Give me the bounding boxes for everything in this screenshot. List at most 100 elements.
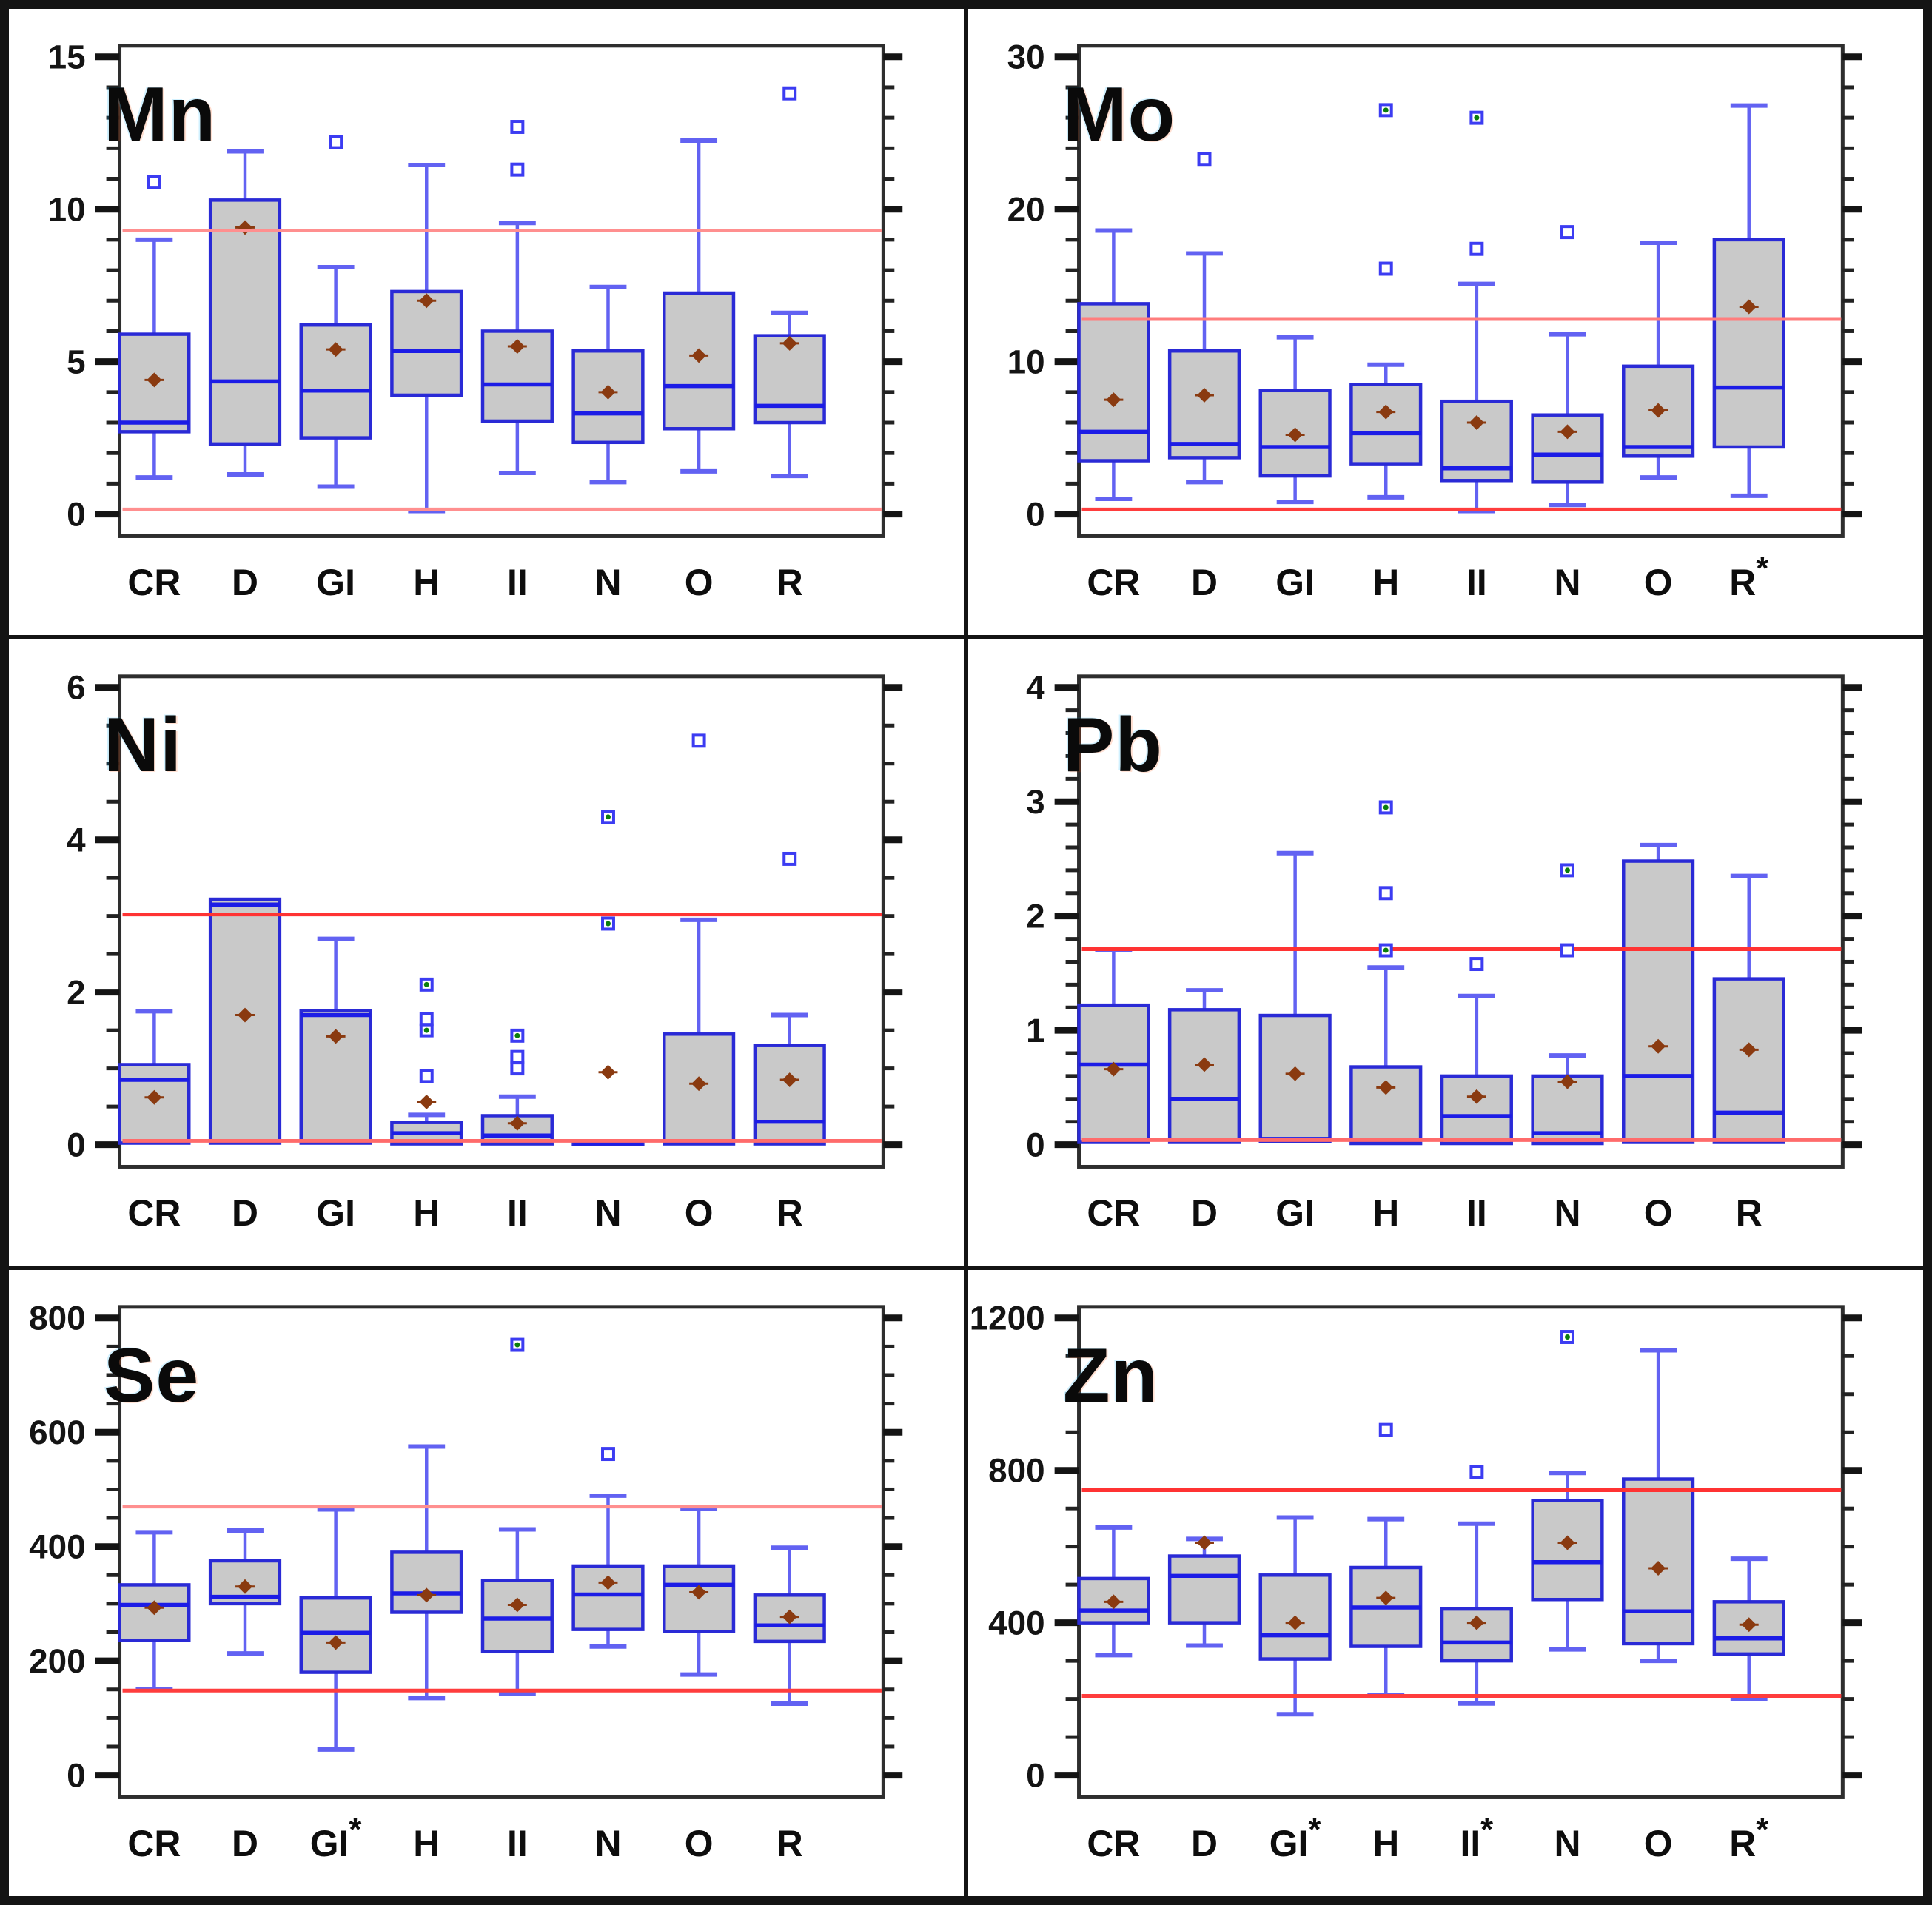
iqr-box <box>1349 383 1423 466</box>
category-label: II <box>1466 1192 1487 1234</box>
category-label: CR <box>1087 1823 1140 1864</box>
category-label: GI* <box>310 1811 363 1864</box>
outliers <box>1197 103 1574 276</box>
x-axis-labels: CR D GI H II N O R* <box>1087 550 1769 603</box>
x-axis-labels: CR D GI* H II N O R <box>127 1811 802 1864</box>
panel-title-se: Se <box>104 1333 200 1419</box>
category-label: II <box>507 562 528 603</box>
iqr-box <box>390 289 463 397</box>
outlier-point <box>1378 1422 1393 1437</box>
plot-frame <box>1077 674 1845 1169</box>
outlier-point <box>510 1061 525 1076</box>
category-label: D <box>232 1192 258 1234</box>
y-tick-label: 2 <box>1026 898 1045 935</box>
outlier-point-center <box>423 981 429 987</box>
outlier-point <box>510 1049 525 1064</box>
category-label: D <box>1191 1192 1218 1234</box>
zn-boxplot-chart: 0 400 800 1200 CR D GI* H II* N O R* <box>970 1300 1862 1864</box>
outliers <box>419 733 797 1083</box>
category-label: CR <box>127 1823 181 1864</box>
plot-frame <box>118 674 885 1169</box>
y-tick-label: 1200 <box>970 1300 1045 1337</box>
category-label: N <box>1554 1192 1580 1234</box>
outliers <box>1378 1330 1574 1479</box>
box-H <box>1349 965 1423 1146</box>
outlier-point-center <box>1565 867 1570 873</box>
boxes <box>1077 842 1785 1146</box>
box-R <box>753 310 826 479</box>
y-tick-label: 2 <box>67 974 86 1012</box>
plot-frame <box>118 1305 885 1799</box>
panel-pb: Pb 0 1 2 3 4 CR D GI H II N O R <box>966 637 1925 1268</box>
box-O <box>663 1506 736 1677</box>
outlier-point <box>419 1069 434 1083</box>
box-CR <box>1077 1525 1150 1658</box>
boxes <box>1077 103 1785 514</box>
boxes <box>118 1444 826 1752</box>
box-N <box>1531 1053 1604 1146</box>
category-label: II <box>507 1823 528 1864</box>
outlier-point <box>510 162 525 177</box>
category-label: GI <box>1275 562 1315 603</box>
category-label: O <box>685 1192 714 1234</box>
category-label: N <box>1554 562 1580 603</box>
outlier-point <box>510 120 525 134</box>
category-label: R <box>1736 1192 1762 1234</box>
category-label: H <box>413 1192 440 1234</box>
outlier-point-center <box>1383 804 1389 810</box>
box-D <box>208 149 282 477</box>
y-tick-label: 20 <box>1007 191 1045 229</box>
category-label: H <box>1372 1192 1399 1234</box>
outlier-point <box>1560 225 1574 240</box>
outlier-point-center <box>1383 107 1389 113</box>
y-tick-label: 800 <box>988 1452 1044 1490</box>
category-label: R <box>777 1823 803 1864</box>
iqr-box <box>1440 1074 1513 1146</box>
box-D <box>208 897 282 1145</box>
category-label: D <box>232 562 258 603</box>
boxes <box>118 138 826 514</box>
category-label: H <box>413 562 440 603</box>
y-axis: 0 2 4 6 <box>67 669 903 1164</box>
iqr-box <box>299 1596 372 1674</box>
iqr-box <box>1712 977 1785 1144</box>
y-tick-label: 0 <box>67 496 86 534</box>
y-tick-label: 400 <box>29 1528 85 1566</box>
outliers <box>510 1337 615 1462</box>
iqr-box <box>1349 1065 1423 1146</box>
box-II <box>480 221 554 475</box>
box-II <box>1440 993 1513 1146</box>
box-GI <box>1258 850 1332 1143</box>
category-label: O <box>1644 1192 1673 1234</box>
outlier-point-center <box>606 921 611 927</box>
y-axis: 0 400 800 1200 <box>970 1300 1862 1795</box>
box-GI <box>299 264 372 489</box>
category-label: R <box>777 562 803 603</box>
category-label: D <box>232 1823 258 1864</box>
pb-boxplot-chart: 0 1 2 3 4 CR D GI H II N O R <box>1026 669 1862 1234</box>
category-label: CR <box>1087 562 1140 603</box>
panel-mn: Mn 0 5 10 15 CR D GI H II N O R <box>7 7 966 637</box>
box-R <box>1712 1556 1785 1701</box>
box-CR <box>1077 228 1150 501</box>
box-R <box>1712 103 1785 498</box>
box-CR <box>118 1009 191 1145</box>
box-H <box>1349 1516 1423 1698</box>
panel-title-pb: Pb <box>1063 702 1163 788</box>
outlier-point-center <box>1474 115 1480 121</box>
y-tick-label: 0 <box>67 1126 86 1164</box>
outlier-point <box>1378 261 1393 276</box>
box-CR <box>1077 948 1150 1144</box>
outlier-point-center <box>1565 1334 1570 1340</box>
panel-title-ni: Ni <box>104 702 182 788</box>
y-tick-label: 5 <box>67 343 86 381</box>
panel-se: Se 0 200 400 600 800 CR D GI* H II N O R <box>7 1268 966 1898</box>
panel-zn: Zn 0 400 800 1200 CR D GI* H II* N O R* <box>966 1268 1925 1898</box>
category-label: CR <box>1087 1192 1140 1234</box>
box-II <box>480 1527 554 1696</box>
y-tick-label: 0 <box>67 1757 86 1795</box>
y-tick-label: 30 <box>1007 38 1045 76</box>
category-label: H <box>1372 562 1399 603</box>
box-H <box>390 1444 463 1701</box>
x-axis-labels: CR D GI* H II* N O R* <box>1087 1811 1769 1864</box>
